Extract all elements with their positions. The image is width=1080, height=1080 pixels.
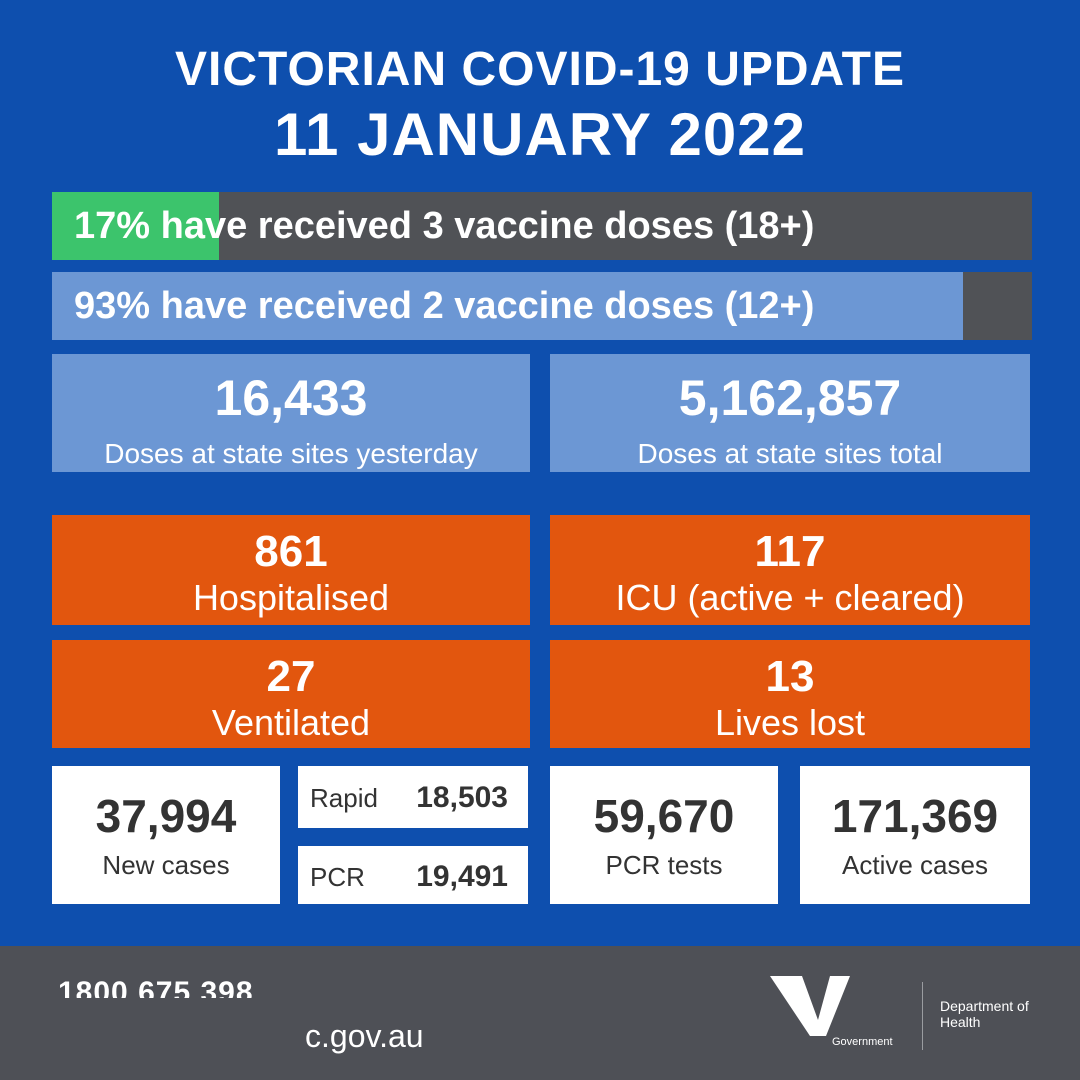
hospitalised-card: 861 Hospitalised xyxy=(52,515,530,625)
page-date: 11 JANUARY 2022 xyxy=(274,101,806,168)
government-label: Government xyxy=(832,1036,893,1048)
pcr-tests-value: 59,670 xyxy=(593,790,735,842)
hospitalised-value: 861 xyxy=(254,527,328,576)
page-title: VICTORIAN COVID-19 UPDATE xyxy=(175,43,905,96)
new-cases-value: 37,994 xyxy=(95,790,237,842)
two-dose-text: 93% have received 2 vaccine doses (12+) xyxy=(74,285,815,327)
rapid-label: Rapid xyxy=(310,783,378,813)
rapid-card: Rapid 18,503 xyxy=(298,766,528,828)
ventilated-card: 27 Ventilated xyxy=(52,640,530,748)
icu-value: 117 xyxy=(754,527,826,576)
pcr-card: PCR 19,491 xyxy=(298,846,528,904)
three-dose-fill xyxy=(52,192,219,260)
footer: 1800 675 398 c.gov.au Government Departm… xyxy=(0,946,1080,1080)
footer-divider xyxy=(922,982,923,1050)
doses-total-value: 5,162,857 xyxy=(678,370,902,426)
ventilated-label: Ventilated xyxy=(211,702,371,743)
website-link[interactable]: c.gov.au xyxy=(305,1018,424,1054)
rapid-value: 18,503 xyxy=(416,781,508,814)
pcr-label: PCR xyxy=(310,862,365,892)
hospitalised-label: Hospitalised xyxy=(192,577,390,618)
icu-card: 117 ICU (active + cleared) xyxy=(550,515,1030,625)
three-dose-bar: 17% have received 3 vaccine doses (18+) xyxy=(52,192,1032,260)
new-cases-card: 37,994 New cases xyxy=(52,766,280,904)
doses-yesterday-label: Doses at state sites yesterday xyxy=(104,438,478,469)
active-cases-card: 171,369 Active cases xyxy=(800,766,1030,904)
two-dose-fill xyxy=(52,272,964,340)
three-dose-text: 17% have received 3 vaccine doses (18+) xyxy=(74,205,815,247)
ventilated-value: 27 xyxy=(266,652,316,701)
lives-lost-card: 13 Lives lost xyxy=(550,640,1030,748)
lives-lost-label: Lives lost xyxy=(714,702,866,743)
active-cases-value: 171,369 xyxy=(831,790,999,842)
doses-total-label: Doses at state sites total xyxy=(637,438,943,469)
hotline-number: 1800 675 398 xyxy=(58,976,254,998)
department-label: Department of Health xyxy=(940,998,1029,1030)
pcr-value: 19,491 xyxy=(416,860,508,893)
lives-lost-value: 13 xyxy=(765,652,815,701)
active-cases-label: Active cases xyxy=(842,850,988,880)
two-dose-bar: 93% have received 2 vaccine doses (12+) xyxy=(52,272,1032,340)
icu-label: ICU (active + cleared) xyxy=(615,577,965,618)
doses-yesterday-card: 16,433 Doses at state sites yesterday xyxy=(52,354,530,472)
pcr-tests-label: PCR tests xyxy=(605,850,723,880)
new-cases-label: New cases xyxy=(102,850,230,880)
victoria-logo-icon xyxy=(770,976,850,1036)
pcr-tests-card: 59,670 PCR tests xyxy=(550,766,778,904)
doses-yesterday-value: 16,433 xyxy=(214,370,368,426)
doses-total-card: 5,162,857 Doses at state sites total xyxy=(550,354,1030,472)
